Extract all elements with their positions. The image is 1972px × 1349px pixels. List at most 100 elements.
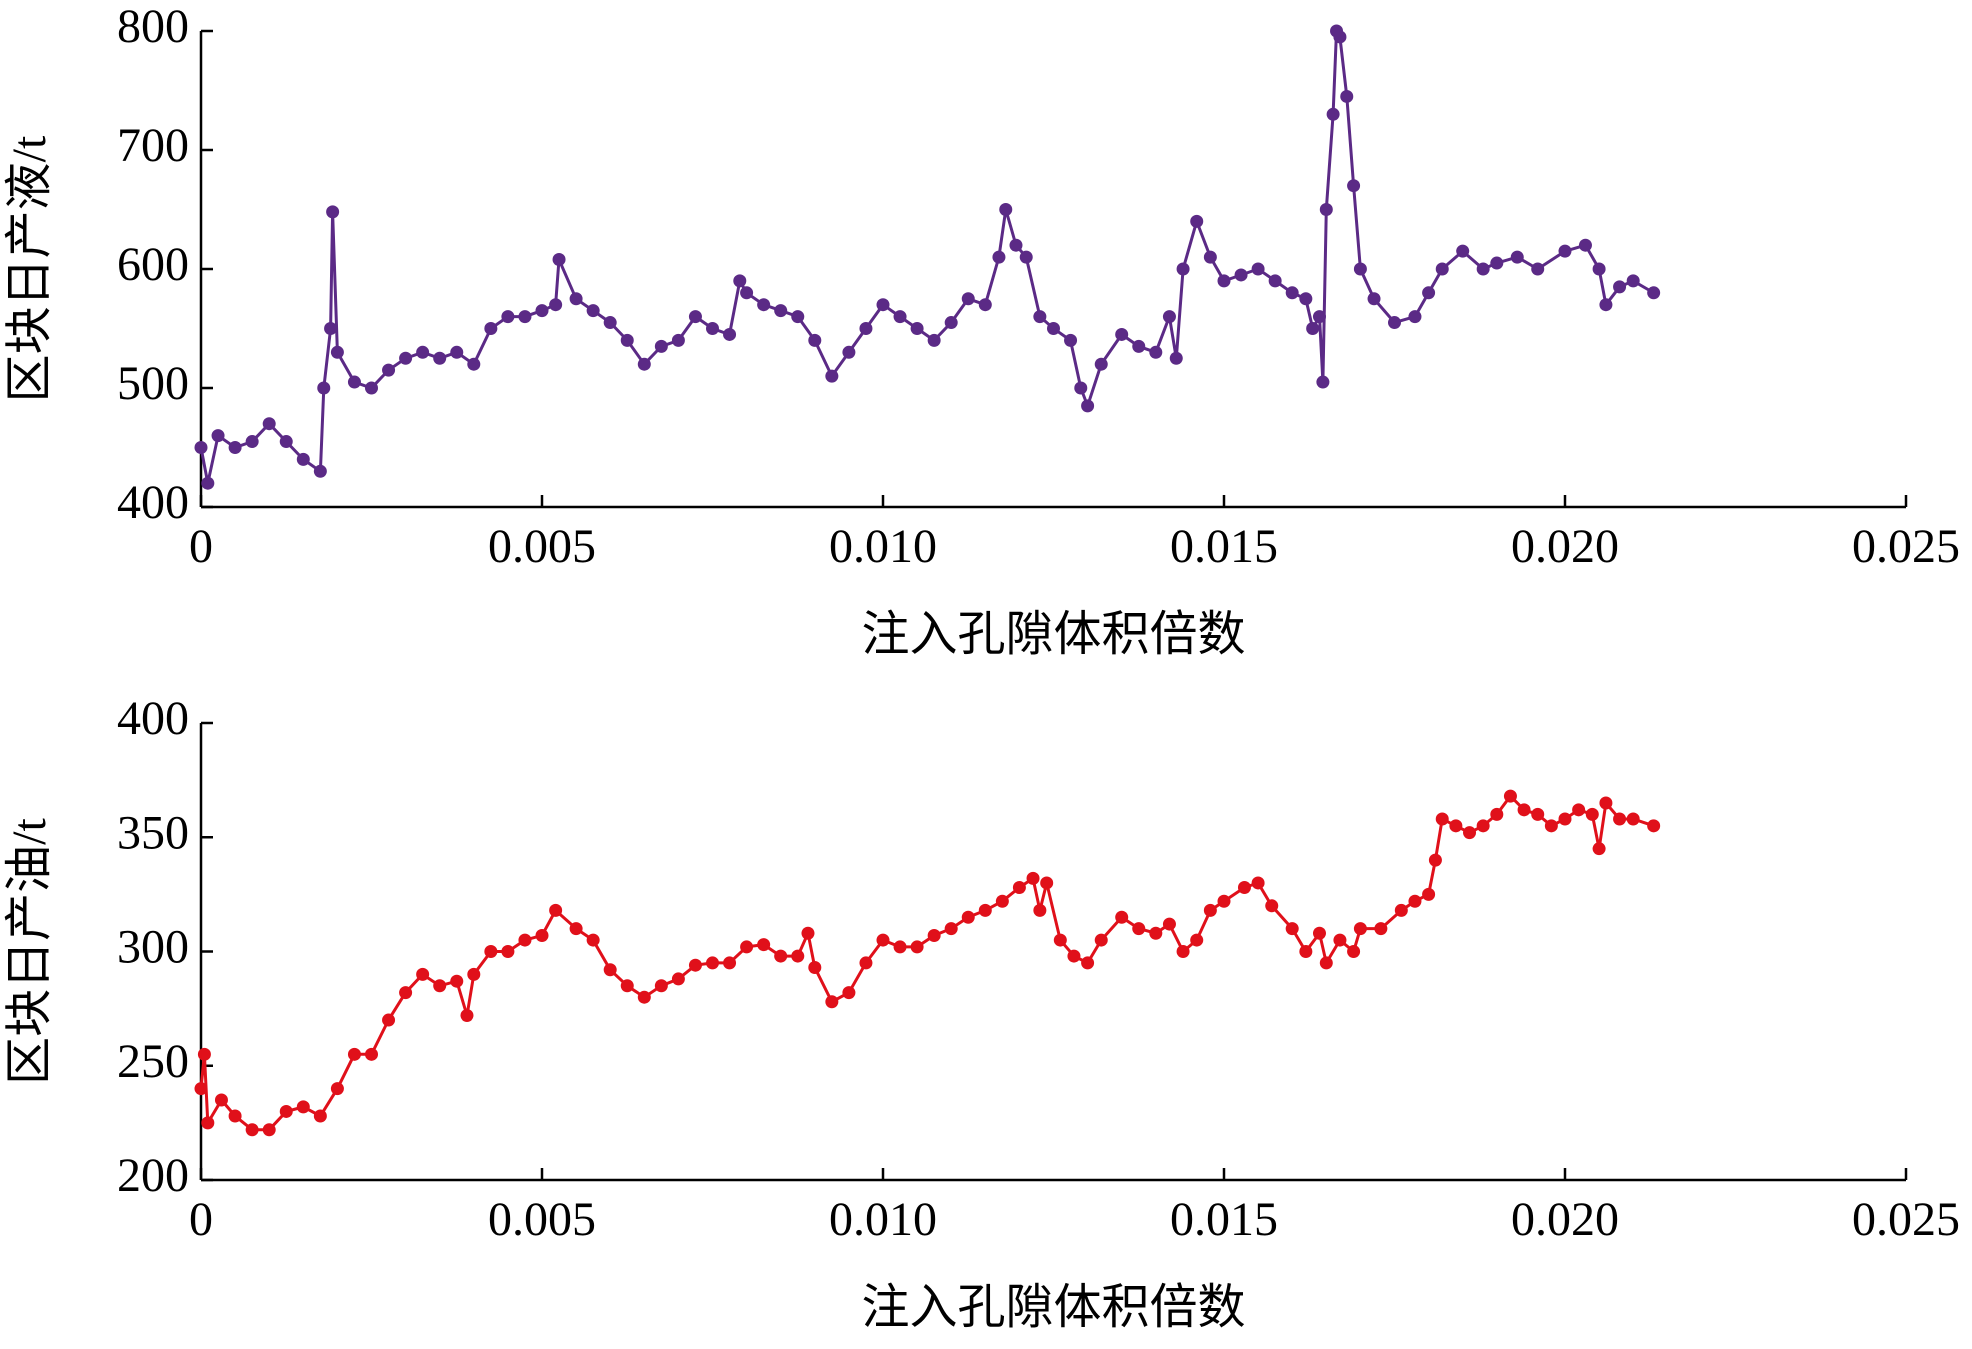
data-point bbox=[910, 940, 924, 954]
data-point bbox=[317, 381, 331, 395]
data-point bbox=[1408, 310, 1422, 324]
data-point bbox=[330, 345, 344, 359]
data-point bbox=[450, 345, 464, 359]
data-point bbox=[893, 940, 907, 954]
data-point bbox=[801, 926, 815, 940]
data-point bbox=[1132, 922, 1146, 936]
data-point bbox=[1203, 903, 1217, 917]
data-point bbox=[1558, 812, 1572, 826]
data-point bbox=[433, 979, 447, 993]
data-point bbox=[1162, 310, 1176, 324]
data-point bbox=[1251, 262, 1265, 276]
data-point bbox=[1510, 250, 1524, 264]
data-point bbox=[433, 351, 447, 365]
data-point bbox=[1306, 322, 1320, 335]
data-point bbox=[603, 963, 617, 977]
x-tick-label: 0 bbox=[189, 520, 213, 573]
data-point bbox=[1456, 244, 1470, 258]
data-point bbox=[1316, 375, 1330, 389]
data-point bbox=[382, 363, 396, 377]
data-point bbox=[1319, 956, 1333, 970]
data-point bbox=[1299, 292, 1313, 306]
y-tick-label: 400 bbox=[117, 692, 189, 745]
data-point bbox=[1094, 357, 1108, 371]
data-point bbox=[1517, 803, 1531, 817]
data-line bbox=[199, 25, 1655, 484]
data-point bbox=[706, 956, 719, 970]
data-point bbox=[842, 986, 856, 1000]
data-point bbox=[1585, 807, 1599, 821]
data-point bbox=[1388, 316, 1401, 330]
data-point bbox=[1326, 107, 1340, 121]
data-point bbox=[1558, 244, 1572, 258]
data-point bbox=[1053, 933, 1067, 947]
data-point bbox=[1333, 30, 1347, 44]
data-point bbox=[1340, 89, 1354, 103]
data-point bbox=[586, 933, 600, 947]
data-point bbox=[1490, 256, 1504, 270]
data-point bbox=[774, 304, 788, 318]
data-point bbox=[654, 979, 668, 993]
data-point bbox=[1237, 881, 1251, 895]
data-point bbox=[944, 922, 958, 936]
data-point bbox=[1047, 322, 1060, 335]
data-point bbox=[637, 990, 651, 1004]
data-point bbox=[791, 310, 805, 324]
data-point bbox=[518, 310, 532, 324]
data-point bbox=[313, 464, 327, 478]
data-point bbox=[927, 333, 941, 347]
data-point bbox=[1647, 286, 1661, 300]
y-tick-label: 250 bbox=[117, 1035, 189, 1088]
data-point bbox=[999, 203, 1013, 216]
data-point bbox=[671, 972, 685, 986]
data-point bbox=[1592, 262, 1606, 276]
x-tick-label: 0.020 bbox=[1511, 520, 1619, 573]
data-point bbox=[1347, 179, 1361, 193]
x-tick-label: 0.025 bbox=[1852, 1193, 1960, 1246]
data-point bbox=[1599, 298, 1613, 312]
data-point bbox=[214, 1093, 228, 1107]
data-point bbox=[347, 375, 361, 389]
y-tick-label: 350 bbox=[117, 806, 189, 859]
data-point bbox=[1449, 819, 1463, 833]
data-point bbox=[1019, 250, 1033, 264]
data-point bbox=[416, 967, 430, 981]
data-point bbox=[1285, 286, 1299, 300]
data-point bbox=[211, 429, 225, 443]
data-point bbox=[637, 357, 651, 371]
data-point bbox=[245, 1123, 259, 1137]
data-point bbox=[1435, 812, 1449, 826]
data-point bbox=[1081, 399, 1095, 413]
data-point bbox=[1067, 949, 1081, 963]
data-point bbox=[586, 304, 600, 318]
data-point bbox=[961, 910, 975, 924]
data-point bbox=[484, 945, 498, 958]
data-point bbox=[365, 381, 378, 395]
data-point bbox=[569, 922, 583, 936]
data-point bbox=[1176, 945, 1190, 958]
data-point bbox=[723, 327, 737, 341]
data-point bbox=[1026, 871, 1040, 885]
data-point bbox=[1203, 250, 1217, 264]
y-tick-label: 300 bbox=[117, 921, 189, 974]
data-point bbox=[324, 322, 338, 335]
data-point bbox=[382, 1013, 396, 1027]
data-point bbox=[1531, 262, 1545, 276]
data-point bbox=[1647, 819, 1661, 833]
data-point bbox=[1422, 887, 1436, 901]
data-point bbox=[825, 995, 839, 1009]
data-point bbox=[1333, 933, 1347, 947]
data-point bbox=[808, 333, 822, 347]
data-point bbox=[228, 1109, 242, 1123]
data-point bbox=[876, 933, 890, 947]
x-tick-label: 0.025 bbox=[1852, 520, 1960, 573]
data-point bbox=[1040, 876, 1054, 890]
data-point bbox=[774, 949, 788, 963]
y-axis-label: 区块日产液/t bbox=[3, 135, 56, 402]
y-axis-label: 区块日产油/t bbox=[3, 818, 56, 1085]
data-point bbox=[1347, 945, 1361, 958]
data-point bbox=[603, 316, 617, 330]
data-point bbox=[978, 903, 992, 917]
data-point bbox=[706, 322, 719, 335]
data-point bbox=[1312, 310, 1326, 324]
